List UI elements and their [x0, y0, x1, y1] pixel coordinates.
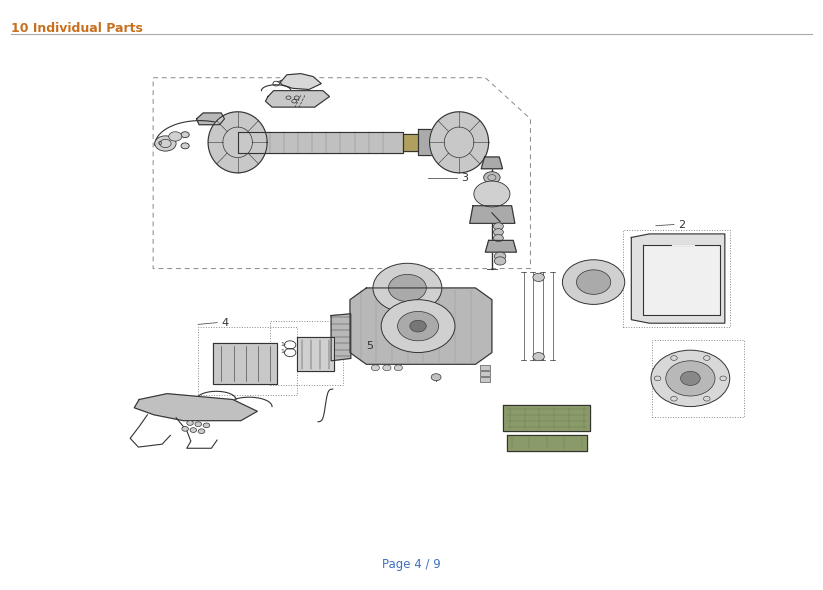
Circle shape: [190, 428, 197, 432]
Circle shape: [398, 312, 439, 341]
Circle shape: [181, 143, 189, 149]
Circle shape: [195, 422, 202, 427]
Circle shape: [169, 132, 182, 141]
Circle shape: [494, 229, 504, 235]
Circle shape: [371, 365, 379, 371]
Circle shape: [495, 257, 506, 265]
Circle shape: [182, 427, 188, 431]
Text: 1-: 1-: [281, 349, 286, 355]
Circle shape: [562, 260, 625, 304]
Circle shape: [198, 429, 205, 434]
Polygon shape: [481, 157, 503, 169]
Polygon shape: [507, 435, 587, 451]
Polygon shape: [281, 74, 321, 90]
Polygon shape: [418, 129, 443, 155]
Circle shape: [494, 234, 504, 241]
Circle shape: [410, 320, 426, 332]
Circle shape: [484, 172, 500, 183]
Polygon shape: [504, 405, 590, 431]
Polygon shape: [331, 314, 351, 360]
Circle shape: [381, 300, 455, 353]
Circle shape: [494, 223, 504, 230]
Circle shape: [681, 371, 700, 385]
Circle shape: [651, 350, 730, 407]
Text: 2: 2: [678, 219, 686, 230]
Bar: [481, 371, 491, 376]
Polygon shape: [238, 132, 403, 153]
Circle shape: [533, 353, 544, 360]
Polygon shape: [134, 394, 258, 421]
Text: o: o: [158, 140, 162, 146]
Polygon shape: [470, 206, 515, 224]
Polygon shape: [197, 113, 225, 124]
Polygon shape: [213, 343, 277, 384]
Circle shape: [431, 373, 441, 381]
Bar: [623, 231, 730, 327]
Polygon shape: [296, 337, 334, 371]
Circle shape: [187, 421, 193, 425]
Polygon shape: [266, 91, 329, 107]
Polygon shape: [631, 234, 725, 323]
Bar: [481, 377, 491, 382]
Text: Page 4 / 9: Page 4 / 9: [382, 558, 441, 571]
Circle shape: [181, 132, 189, 137]
Circle shape: [576, 270, 611, 294]
Circle shape: [666, 360, 715, 396]
Circle shape: [155, 136, 176, 151]
Polygon shape: [208, 112, 267, 173]
Bar: [271, 322, 342, 385]
Text: 4: 4: [221, 317, 228, 327]
Circle shape: [383, 365, 391, 371]
Circle shape: [533, 273, 544, 281]
Polygon shape: [486, 240, 517, 252]
Text: 1-: 1-: [281, 342, 286, 347]
Text: 3: 3: [461, 172, 467, 182]
Text: 5: 5: [366, 341, 374, 351]
Text: 10 Individual Parts: 10 Individual Parts: [12, 22, 143, 35]
Polygon shape: [350, 288, 492, 364]
Circle shape: [394, 365, 402, 371]
Bar: [652, 340, 744, 417]
Circle shape: [203, 423, 210, 428]
Circle shape: [495, 252, 506, 260]
Bar: [198, 327, 296, 395]
Circle shape: [373, 263, 442, 313]
Circle shape: [388, 274, 426, 301]
Polygon shape: [672, 245, 694, 253]
Polygon shape: [643, 245, 720, 315]
Polygon shape: [403, 133, 418, 151]
Text: 6: 6: [697, 359, 704, 369]
Bar: [481, 365, 491, 370]
Polygon shape: [430, 112, 489, 173]
Circle shape: [474, 181, 510, 207]
